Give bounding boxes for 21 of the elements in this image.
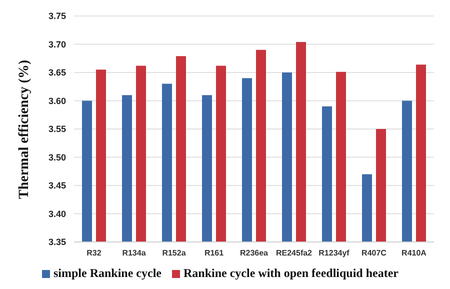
x-tick-label: R152a <box>162 248 186 258</box>
x-tick-label: R236ea <box>240 248 269 258</box>
y-tick-label: 3.65 <box>48 68 66 78</box>
x-tick-label: R134a <box>122 248 146 258</box>
y-tick-label: 3.75 <box>48 11 66 22</box>
x-tick-label: R1234yf <box>318 248 350 258</box>
y-tick-label: 3.50 <box>48 152 66 162</box>
y-tick-label: 3.70 <box>48 39 66 50</box>
y-tick-label: 3.40 <box>48 208 66 219</box>
y-tick-label: 3.60 <box>48 96 66 106</box>
legend-label: Rankine cycle with open feedliquid heater <box>184 266 398 280</box>
x-tick-label: R32 <box>86 248 102 258</box>
x-tick-label: R407C <box>362 248 387 258</box>
y-tick-label: 3.35 <box>48 237 66 248</box>
x-tick-label: R161 <box>204 248 224 258</box>
y-tick-label: 3.45 <box>48 180 66 191</box>
x-tick-label: R410A <box>402 248 427 258</box>
x-tick-label: RE245fa2 <box>276 248 313 258</box>
legend-label: simple Rankine cycle <box>54 266 162 280</box>
y-tick-label: 3.55 <box>48 124 66 134</box>
y-axis-title: Thermal efficiency (%) <box>16 59 32 199</box>
